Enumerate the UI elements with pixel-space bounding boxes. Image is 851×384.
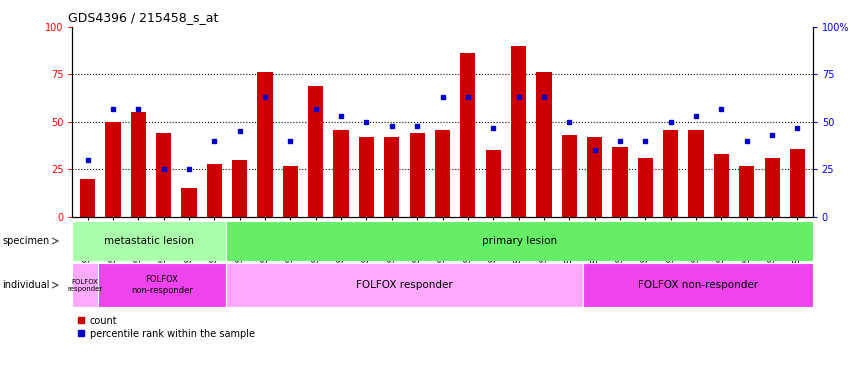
Text: individual: individual [3, 280, 50, 290]
Bar [740, 166, 754, 217]
Legend: count, percentile rank within the sample: count, percentile rank within the sample [77, 316, 254, 339]
Bar [359, 137, 374, 217]
Text: FOLFOX responder: FOLFOX responder [356, 280, 453, 290]
Bar [688, 129, 704, 217]
Bar [232, 160, 248, 217]
Bar [72, 263, 98, 307]
Bar [409, 133, 425, 217]
Bar [72, 221, 226, 261]
Bar [511, 46, 526, 217]
Bar [181, 189, 197, 217]
Bar [714, 154, 729, 217]
Bar [435, 129, 450, 217]
Bar [106, 122, 121, 217]
Bar [308, 86, 323, 217]
Text: FOLFOX
non-responder: FOLFOX non-responder [131, 275, 192, 295]
Bar [226, 221, 813, 261]
Bar [334, 129, 349, 217]
Bar [562, 135, 577, 217]
Text: primary lesion: primary lesion [482, 236, 557, 246]
Bar [536, 73, 551, 217]
Bar [98, 263, 226, 307]
Bar [226, 263, 583, 307]
Text: FOLFOX non-responder: FOLFOX non-responder [637, 280, 758, 290]
Bar [663, 129, 678, 217]
Bar [790, 149, 805, 217]
Text: metastatic lesion: metastatic lesion [104, 236, 194, 246]
Text: GDS4396 / 215458_s_at: GDS4396 / 215458_s_at [68, 12, 219, 25]
Text: specimen: specimen [3, 236, 50, 246]
Bar [207, 164, 222, 217]
Bar [80, 179, 95, 217]
Bar [583, 263, 813, 307]
Bar [384, 137, 399, 217]
Bar [637, 158, 653, 217]
Bar [156, 133, 171, 217]
Bar [131, 113, 146, 217]
Bar [486, 151, 501, 217]
Bar [257, 73, 272, 217]
Text: FOLFOX
responder: FOLFOX responder [67, 279, 103, 291]
Bar [613, 147, 627, 217]
Bar [283, 166, 298, 217]
Bar [587, 137, 603, 217]
Bar [764, 158, 780, 217]
Bar [460, 53, 476, 217]
